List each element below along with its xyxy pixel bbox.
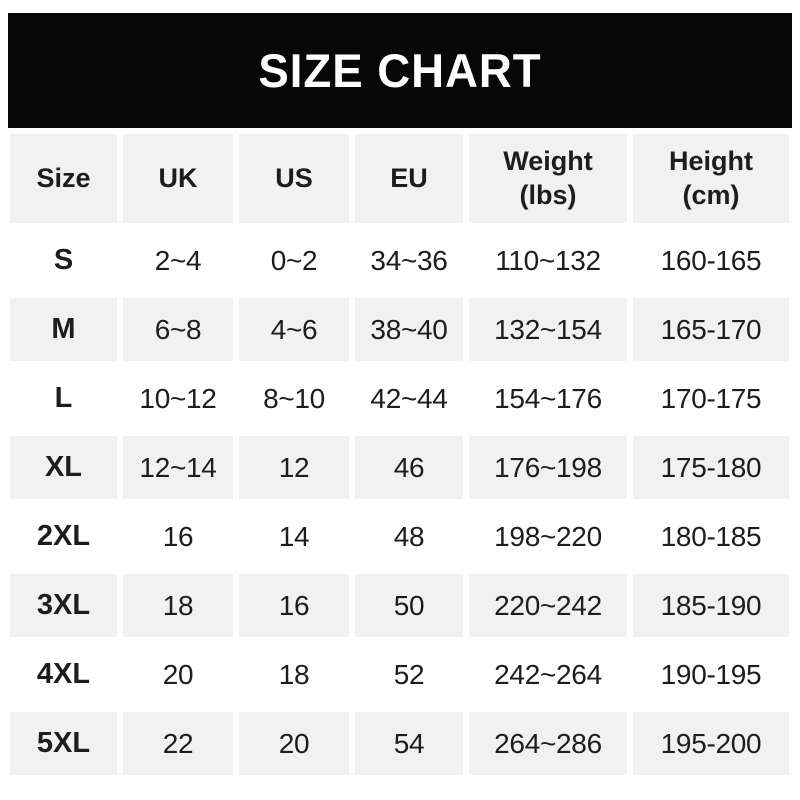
cell-height: 175-180 bbox=[633, 436, 789, 499]
cell-uk: 20 bbox=[123, 643, 233, 706]
cell-height: 180-185 bbox=[633, 505, 789, 568]
cell-eu: 34~36 bbox=[355, 229, 463, 292]
cell-size: L bbox=[10, 367, 117, 430]
size-table: Size UK US EU Weight (lbs) bbox=[4, 128, 795, 781]
cell-uk: 16 bbox=[123, 505, 233, 568]
column-header-weight-label: Weight bbox=[503, 145, 593, 176]
cell-us: 0~2 bbox=[239, 229, 349, 292]
cell-height: 170-175 bbox=[633, 367, 789, 430]
cell-size: 5XL bbox=[10, 712, 117, 775]
page-title: SIZE CHART bbox=[258, 44, 542, 97]
column-header-uk: UK bbox=[123, 134, 233, 223]
cell-weight: 110~132 bbox=[469, 229, 627, 292]
column-header-size: Size bbox=[10, 134, 117, 223]
size-table-header: Size UK US EU Weight (lbs) bbox=[10, 134, 789, 223]
cell-weight: 176~198 bbox=[469, 436, 627, 499]
cell-height: 190-195 bbox=[633, 643, 789, 706]
cell-uk: 18 bbox=[123, 574, 233, 637]
cell-height: 185-190 bbox=[633, 574, 789, 637]
cell-size: 4XL bbox=[10, 643, 117, 706]
cell-eu: 48 bbox=[355, 505, 463, 568]
cell-size: XL bbox=[10, 436, 117, 499]
cell-size: S bbox=[10, 229, 117, 292]
column-header-eu: EU bbox=[355, 134, 463, 223]
cell-eu: 38~40 bbox=[355, 298, 463, 361]
cell-height: 195-200 bbox=[633, 712, 789, 775]
cell-eu: 50 bbox=[355, 574, 463, 637]
cell-us: 20 bbox=[239, 712, 349, 775]
cell-weight: 220~242 bbox=[469, 574, 627, 637]
size-table-body: S 2~4 0~2 34~36 110~132 160-165 M 6~8 4~6 38~40 13… bbox=[10, 229, 789, 775]
table-row-l: L 10~12 8~10 42~44 154~176 170-175 bbox=[10, 367, 789, 430]
column-header-weight: Weight (lbs) bbox=[469, 134, 627, 223]
column-header-height: Height (cm) bbox=[633, 134, 789, 223]
cell-uk: 12~14 bbox=[123, 436, 233, 499]
cell-size: M bbox=[10, 298, 117, 361]
cell-weight: 154~176 bbox=[469, 367, 627, 430]
cell-us: 12 bbox=[239, 436, 349, 499]
column-header-uk-label: UK bbox=[158, 162, 198, 193]
cell-us: 8~10 bbox=[239, 367, 349, 430]
cell-uk: 10~12 bbox=[123, 367, 233, 430]
column-header-weight-unit: (lbs) bbox=[519, 179, 577, 210]
column-header-eu-label: EU bbox=[390, 162, 428, 193]
column-header-us-label: US bbox=[275, 162, 313, 193]
cell-eu: 42~44 bbox=[355, 367, 463, 430]
cell-uk: 6~8 bbox=[123, 298, 233, 361]
table-row-5xl: 5XL 22 20 54 264~286 195-200 bbox=[10, 712, 789, 775]
column-header-height-label: Height bbox=[669, 145, 753, 176]
column-header-size-label: Size bbox=[36, 162, 91, 193]
cell-size: 3XL bbox=[10, 574, 117, 637]
header-row: Size UK US EU Weight (lbs) bbox=[10, 134, 789, 223]
cell-us: 18 bbox=[239, 643, 349, 706]
cell-us: 4~6 bbox=[239, 298, 349, 361]
cell-uk: 2~4 bbox=[123, 229, 233, 292]
table-row-2xl: 2XL 16 14 48 198~220 180-185 bbox=[10, 505, 789, 568]
table-row-3xl: 3XL 18 16 50 220~242 185-190 bbox=[10, 574, 789, 637]
column-header-us: US bbox=[239, 134, 349, 223]
title-banner: SIZE CHART bbox=[8, 13, 792, 128]
cell-height: 165-170 bbox=[633, 298, 789, 361]
column-header-height-unit: (cm) bbox=[682, 179, 740, 210]
table-row-s: S 2~4 0~2 34~36 110~132 160-165 bbox=[10, 229, 789, 292]
cell-us: 14 bbox=[239, 505, 349, 568]
table-row-m: M 6~8 4~6 38~40 132~154 165-170 bbox=[10, 298, 789, 361]
size-chart-page: SIZE CHART Size UK bbox=[0, 13, 800, 800]
table-row-4xl: 4XL 20 18 52 242~264 190-195 bbox=[10, 643, 789, 706]
cell-eu: 54 bbox=[355, 712, 463, 775]
cell-weight: 132~154 bbox=[469, 298, 627, 361]
cell-weight: 264~286 bbox=[469, 712, 627, 775]
table-row-xl: XL 12~14 12 46 176~198 175-180 bbox=[10, 436, 789, 499]
table-container: Size UK US EU Weight (lbs) bbox=[0, 128, 800, 781]
cell-height: 160-165 bbox=[633, 229, 789, 292]
cell-weight: 198~220 bbox=[469, 505, 627, 568]
cell-eu: 52 bbox=[355, 643, 463, 706]
cell-eu: 46 bbox=[355, 436, 463, 499]
cell-us: 16 bbox=[239, 574, 349, 637]
cell-weight: 242~264 bbox=[469, 643, 627, 706]
cell-uk: 22 bbox=[123, 712, 233, 775]
cell-size: 2XL bbox=[10, 505, 117, 568]
